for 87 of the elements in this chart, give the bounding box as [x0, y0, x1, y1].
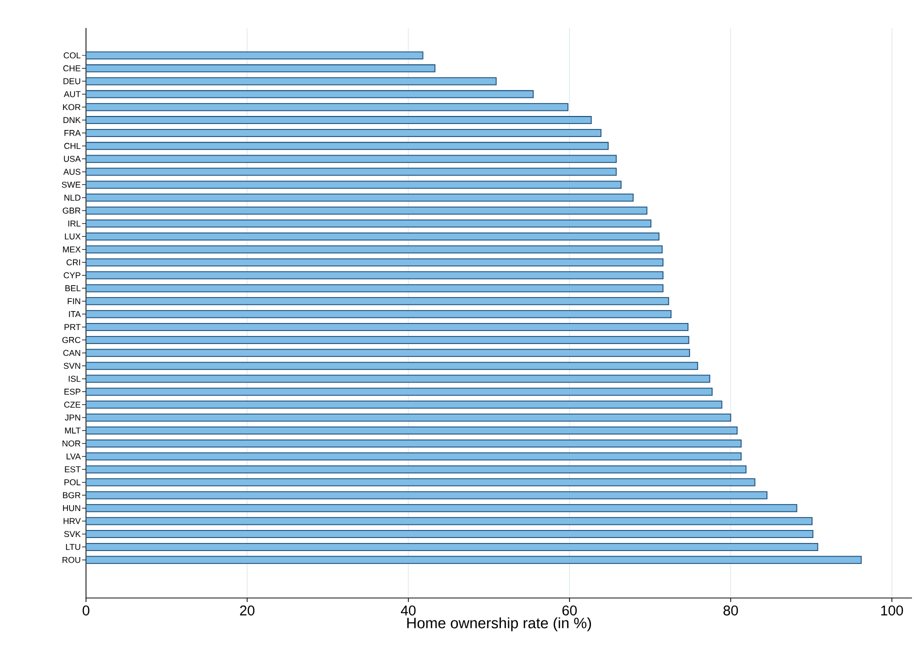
y-tick-label: NLD: [64, 194, 80, 201]
y-tick-label: CYP: [64, 272, 80, 278]
y-tick-label: POL: [64, 479, 81, 486]
bar: [86, 128, 602, 137]
y-tick-label: KOR: [63, 104, 80, 110]
y-tick-label: SVK: [64, 531, 81, 538]
bar: [86, 336, 690, 344]
bar: [86, 439, 742, 448]
bar: [86, 232, 660, 240]
bar: [86, 64, 436, 72]
bar: [86, 206, 648, 215]
bar: [86, 556, 862, 564]
x-tick-label: 20: [240, 606, 254, 616]
y-tick-label: HUN: [63, 505, 80, 512]
y-tick-label: GRC: [62, 336, 80, 343]
y-tick-label: CRI: [66, 259, 80, 266]
bar: [86, 374, 710, 383]
x-tick-label: 100: [881, 606, 903, 616]
bar: [86, 297, 670, 306]
y-tick-label: CZE: [64, 402, 80, 408]
bar: [86, 284, 664, 292]
y-tick-label: IRL: [68, 220, 81, 226]
bar: [86, 103, 568, 112]
bar: [86, 180, 622, 189]
y-tick-label: EST: [64, 466, 81, 472]
bar: [86, 465, 746, 474]
y-tick-label: HRV: [64, 518, 81, 524]
bar: [86, 271, 664, 280]
y-tick-label: GBR: [62, 208, 80, 214]
bar: [86, 51, 424, 60]
bar: [86, 426, 738, 435]
x-tick-label: 80: [724, 606, 738, 616]
bar: [86, 491, 768, 500]
y-tick-label: DNK: [64, 117, 81, 123]
y-tick-label: ITA: [69, 311, 81, 318]
y-tick-label: ESP: [64, 388, 80, 395]
y-tick-label: CHE: [63, 65, 80, 72]
y-tick-label: ISL: [68, 376, 81, 382]
y-tick-label: USA: [64, 156, 81, 162]
y-tick-label: ROU: [62, 556, 80, 563]
bar: [86, 542, 818, 551]
y-tick-label: MEX: [63, 246, 81, 252]
y-tick-label: NOR: [62, 440, 80, 446]
y-tick-label: AUT: [64, 91, 81, 98]
y-tick-label: SVN: [64, 362, 80, 369]
y-tick-label: MLT: [65, 428, 81, 434]
y-tick-label: LTU: [66, 544, 80, 550]
y-tick-label: BEL: [65, 285, 81, 292]
x-axis-title: Home ownership rate (in %): [407, 617, 591, 632]
bar: [86, 517, 813, 526]
x-tick-label: 0: [82, 606, 90, 616]
x-tick-label: 60: [562, 606, 577, 616]
bar: [86, 258, 664, 266]
y-tick-label: DEU: [64, 78, 80, 84]
y-tick-label: LUX: [64, 234, 81, 240]
y-tick-label: LVA: [66, 453, 81, 460]
y-tick-label: BGR: [63, 492, 80, 498]
bar: [86, 77, 497, 86]
bar: [86, 90, 534, 98]
bar: [86, 142, 609, 150]
y-tick-label: CAN: [63, 350, 80, 356]
bar: [86, 116, 592, 124]
bar: [86, 414, 732, 422]
y-tick-label: PRT: [64, 324, 81, 330]
y-tick-label: CHL: [64, 142, 81, 149]
y-tick-label: FIN: [68, 298, 80, 304]
bar: [86, 323, 688, 332]
y-tick-label: COL: [64, 52, 81, 58]
x-tick-label: 40: [400, 606, 416, 616]
y-tick-label: JPN: [64, 414, 80, 421]
bar: [86, 504, 798, 512]
bar: [86, 168, 617, 176]
bar: [86, 478, 756, 486]
bar: [86, 348, 690, 357]
bar: [86, 530, 814, 538]
bar: [86, 310, 672, 318]
y-tick-label: AUS: [63, 168, 80, 175]
bar: [86, 362, 698, 370]
bar: [86, 154, 617, 163]
bar: [86, 388, 713, 396]
bar: [86, 220, 652, 228]
bar: [86, 245, 663, 254]
bar: [86, 400, 722, 409]
y-tick-label: FRA: [64, 130, 81, 136]
bar: [86, 452, 742, 460]
bar: [86, 194, 634, 202]
y-tick-label: SWE: [62, 182, 80, 188]
